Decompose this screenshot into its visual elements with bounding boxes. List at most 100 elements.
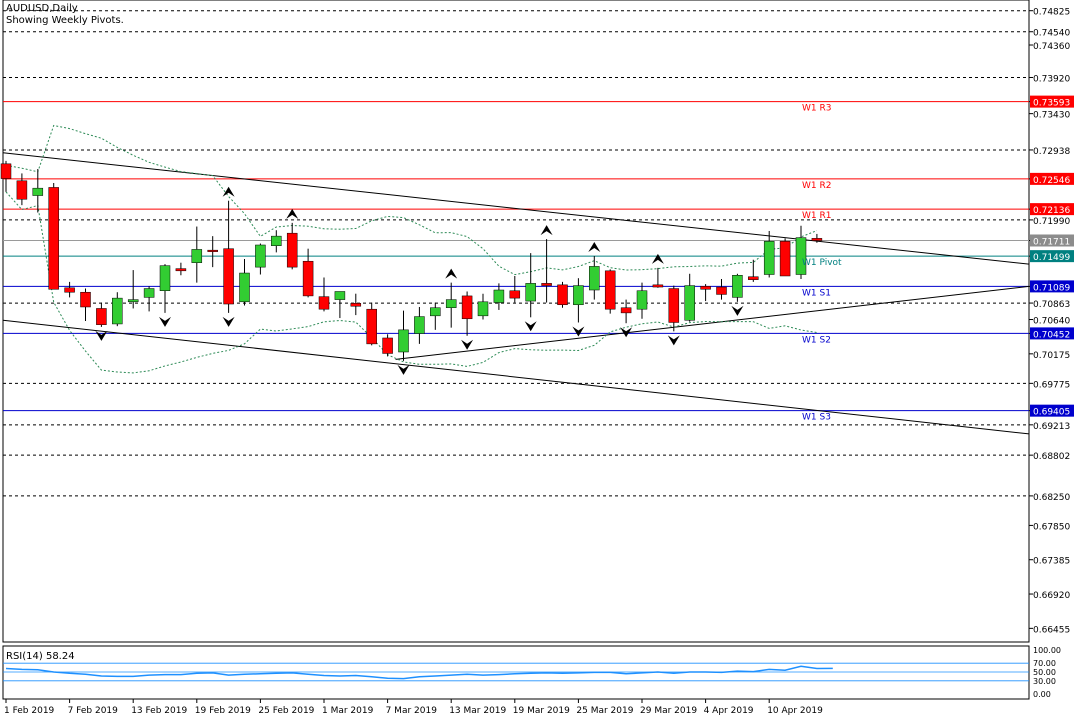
price-tick-label: 0.71990 xyxy=(1033,217,1070,227)
candle-body xyxy=(668,288,680,323)
pivot-label: W1 R2 xyxy=(802,181,831,191)
price-tick-label: 0.67850 xyxy=(1033,522,1070,532)
price-tag-label: 0.73593 xyxy=(1033,99,1070,109)
price-tick-label: 0.74360 xyxy=(1033,42,1070,52)
rsi-tick-label: 0.00 xyxy=(1033,690,1051,699)
fractal-down-arrow xyxy=(620,327,633,338)
price-tick-label: 0.69213 xyxy=(1033,422,1070,432)
fractal-down-arrow xyxy=(95,330,108,341)
time-tick-label: 7 Feb 2019 xyxy=(68,706,119,716)
candle-body xyxy=(732,274,743,298)
price-tick-label: 0.66455 xyxy=(1033,625,1070,635)
fractal-down-arrow xyxy=(397,364,410,375)
rsi-label: RSI(14) 58.24 xyxy=(6,651,75,662)
candle-body xyxy=(286,232,298,268)
candle-body xyxy=(620,307,632,314)
price-axis: 0.74825 0.74540 0.74360 0.73920 0.73593 0.734… xyxy=(1029,8,1074,635)
candle-body xyxy=(96,308,107,325)
candle-body xyxy=(80,291,91,308)
price-tag-label: 0.71711 xyxy=(1033,237,1070,247)
time-tick-label: 19 Mar 2019 xyxy=(513,706,570,716)
time-tick-label: 7 Mar 2019 xyxy=(386,706,438,716)
pivot-label: W1 S3 xyxy=(802,413,831,423)
price-tag-bg xyxy=(1030,172,1074,185)
time-tick-label: 10 Apr 2019 xyxy=(767,706,823,716)
pivot-label: W1 R3 xyxy=(802,104,831,114)
chart-symbol-label: AUDUSD,Daily xyxy=(6,3,78,14)
fractal-up-arrow xyxy=(286,208,299,219)
candle-body xyxy=(557,284,568,306)
rsi-tick-label: 30.00 xyxy=(1033,677,1056,686)
candle-body xyxy=(445,299,457,308)
candle-body xyxy=(493,289,505,303)
fractal-down-arrow xyxy=(572,326,585,337)
horizontal-levels xyxy=(3,10,1029,497)
candle-body xyxy=(604,270,616,310)
price-tick-label: 0.68250 xyxy=(1033,493,1070,503)
rsi-line xyxy=(5,665,833,680)
candle-body xyxy=(636,290,648,310)
candle-body xyxy=(795,237,807,275)
price-tag-label: 0.71089 xyxy=(1033,283,1070,293)
candle-body xyxy=(430,307,441,317)
candle-body xyxy=(748,276,759,280)
time-tick-label: 25 Mar 2019 xyxy=(576,706,633,716)
fractal-up-arrow xyxy=(588,242,601,253)
price-tag-bg xyxy=(1030,203,1074,216)
price-tag-bg xyxy=(1030,95,1074,108)
candle-body xyxy=(779,241,791,277)
candle-body xyxy=(0,163,12,179)
candle-body xyxy=(159,265,171,291)
price-tag-bg xyxy=(1030,250,1074,263)
candle-body xyxy=(414,316,425,334)
candle-body xyxy=(207,249,218,252)
candle-body xyxy=(652,284,664,288)
envelope-upper xyxy=(5,124,818,276)
time-tick-label: 13 Mar 2019 xyxy=(449,706,506,716)
candle-body xyxy=(64,287,75,293)
fractal-down-arrow xyxy=(222,316,235,327)
time-axis: 1 Feb 2019 7 Feb 2019 13 Feb 2019 19 Feb 20… xyxy=(4,699,823,716)
candle-body xyxy=(811,238,823,241)
price-tag-label: 0.69405 xyxy=(1033,408,1070,418)
fractal-down-arrow xyxy=(524,321,537,332)
candle-body xyxy=(318,296,330,310)
price-tick-label: 0.70863 xyxy=(1033,300,1070,310)
price-tick-label: 0.72938 xyxy=(1033,147,1070,157)
pivot-label: W1 S2 xyxy=(802,335,831,345)
trendlines xyxy=(2,152,1030,435)
price-tag-label: 0.70452 xyxy=(1033,330,1070,340)
trendline xyxy=(2,152,1030,265)
pivot-label: W1 Pivot xyxy=(802,258,842,268)
fractal-up-arrow xyxy=(540,225,553,236)
price-tick-label: 0.73920 xyxy=(1033,74,1070,84)
trendline xyxy=(395,285,1030,360)
candle-body xyxy=(461,295,473,320)
candle-body xyxy=(175,268,187,272)
fractal-down-arrow xyxy=(667,335,680,346)
candle-body xyxy=(398,329,409,353)
time-tick-label: 19 Feb 2019 xyxy=(195,706,251,716)
pivot-label: W1 R1 xyxy=(802,211,831,221)
envelope-lower xyxy=(5,191,817,374)
price-tick-label: 0.73430 xyxy=(1033,111,1070,121)
fractal-up-arrow xyxy=(651,253,664,264)
price-tick-label: 0.66920 xyxy=(1033,591,1070,601)
price-tick-label: 0.74540 xyxy=(1033,29,1070,39)
time-tick-label: 4 Apr 2019 xyxy=(704,706,754,716)
rsi-tick-label: 70.00 xyxy=(1033,659,1056,668)
rsi-tick-label: 100.00 xyxy=(1033,646,1061,655)
candle-body xyxy=(48,187,59,290)
candle-body xyxy=(525,283,536,302)
candle-body xyxy=(716,286,727,295)
price-tag-label: 0.72546 xyxy=(1033,176,1070,186)
fractal-up-arrow xyxy=(222,186,235,197)
price-tag-bg xyxy=(1030,327,1074,340)
candle-body xyxy=(16,180,28,200)
candle-body xyxy=(509,290,521,299)
candle-body xyxy=(589,266,600,291)
candlestick-series xyxy=(0,160,823,361)
